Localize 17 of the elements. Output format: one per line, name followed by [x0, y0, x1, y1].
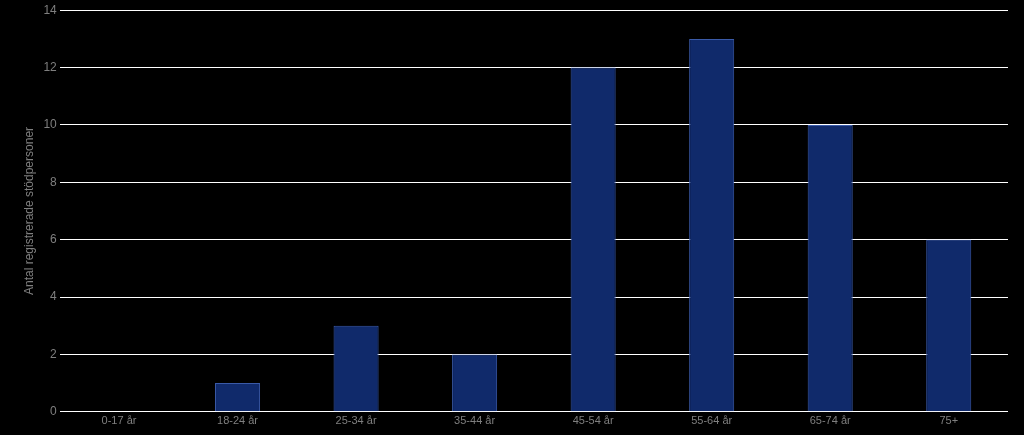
y-tick-label: 6	[50, 232, 58, 246]
y-tick-label: 10	[43, 117, 58, 132]
x-tick-label: 55-64 år	[691, 414, 733, 427]
y-tick-label: 4	[50, 289, 58, 304]
y-tick-label: 12	[43, 59, 58, 74]
y-tick-label: 8	[50, 174, 58, 189]
y-tick-label: 0	[50, 404, 58, 419]
x-tick-label: 0-17 år	[101, 414, 137, 427]
x-tick-label: 65-74 år	[809, 414, 852, 427]
x-tick-label: 35-44 år	[454, 414, 496, 427]
x-tick-label: 25-34 år	[335, 414, 377, 427]
y-tick-label: 2	[50, 346, 58, 361]
y-axis-title: Antal registrerade stödpersoner	[21, 126, 36, 296]
x-tick-label: 18-24 år	[217, 414, 259, 427]
x-tick-label: 45-54 år	[572, 414, 614, 427]
x-tick-label: 75+	[939, 414, 959, 427]
y-tick-label: 14	[43, 2, 58, 17]
